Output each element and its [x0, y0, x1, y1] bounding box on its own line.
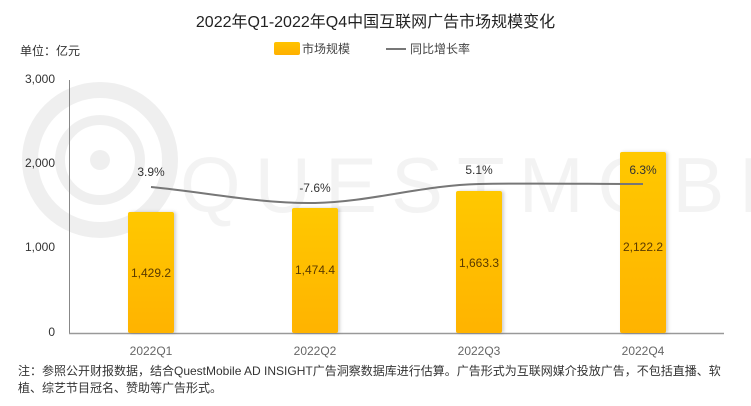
bar-value-label: 1,663.3	[458, 256, 500, 270]
legend-bar-label: 市场规模	[302, 42, 351, 56]
x-tick: 2022Q1	[129, 344, 173, 358]
footnote: 注：参照公开财报数据，结合QuestMobile AD INSIGHT广告洞察数…	[18, 364, 721, 395]
growth-value-label: 6.3%	[629, 163, 657, 177]
bar-2022q3	[456, 191, 502, 333]
growth-value-label: 3.9%	[137, 165, 165, 179]
legend-line-label: 同比增长率	[410, 42, 471, 56]
bar-2022q4	[620, 152, 666, 333]
chart-title: 2022年Q1-2022年Q4中国互联网广告市场规模变化	[195, 14, 556, 31]
watermark-logo-icon	[22, 82, 178, 238]
y-tick: 1,000	[24, 240, 55, 254]
bar-value-label: 1,474.4	[294, 263, 336, 277]
y-tick: 0	[48, 325, 55, 339]
bar-2022q2	[292, 208, 338, 333]
bar-value-label: 2,122.2	[622, 240, 664, 254]
growth-value-label: 5.1%	[465, 163, 493, 177]
x-tick: 2022Q3	[457, 344, 501, 358]
growth-value-label: -7.6%	[299, 181, 331, 195]
legend: 市场规模 同比增长率	[274, 40, 470, 57]
y-tick: 3,000	[24, 72, 55, 86]
y-tick: 2,000	[24, 156, 55, 170]
bar-2022q1	[128, 212, 174, 333]
bar-legend-swatch-icon	[274, 42, 300, 55]
growth-line	[150, 182, 644, 205]
unit-label: 单位：亿元	[20, 44, 81, 58]
bar-value-label: 1,429.2	[130, 266, 172, 280]
x-tick: 2022Q2	[293, 344, 337, 358]
line-legend-swatch-icon	[386, 47, 407, 50]
x-tick: 2022Q4	[621, 344, 665, 358]
